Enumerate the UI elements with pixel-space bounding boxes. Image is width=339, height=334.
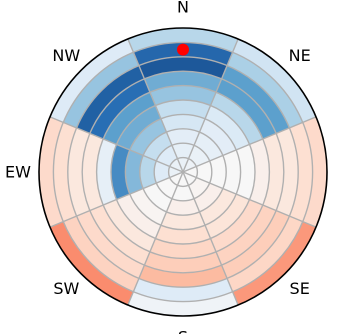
grid-ring [167,156,199,188]
grid-ring [95,84,271,260]
heatmap-cell-se-6 [216,205,277,266]
heatmap-cell-e-9 [302,116,327,228]
angular-grid-spokes [49,38,317,306]
heatmap-cell-e-1 [196,160,212,184]
grid-ring [52,41,314,303]
grid-spoke [49,116,184,173]
heatmap-cell-nw-2 [143,132,172,161]
heatmap-cell-ne-5 [210,92,263,145]
heatmap-cell-n-2 [166,128,200,146]
grid-ring [67,56,299,288]
heatmap-cell-se-5 [210,199,263,252]
grid-spoke [182,171,239,306]
heatmap-cell-n-9 [127,28,239,53]
heatmap-cell-n-3 [160,114,206,133]
grid-ring [81,70,285,274]
heatmap-cell-nw-7 [76,65,145,134]
heatmap-cell-sw-9 [49,221,134,306]
heatmap-cell-w-4 [110,144,130,200]
heatmap-cell-w-9 [39,116,64,228]
heatmap-cell-e-2 [209,155,227,189]
heatmap-cell-w-8 [53,122,77,222]
heatmap-cell-w-2 [139,155,157,189]
heatmap-cell-sw-1 [156,177,178,199]
heatmap-cell-sw-5 [103,199,156,252]
heatmap-cell-se-7 [221,210,290,279]
grid-ring [139,128,227,216]
direction-label-s: S [178,328,188,334]
direction-label-sw: SW [53,279,79,298]
heatmap-cell-s-4 [155,225,211,244]
heatmap-cell-s-3 [160,211,206,230]
direction-label-n: N [177,0,189,17]
heatmap-cell-ne-6 [216,78,277,139]
heatmap-cell-ne-4 [205,105,250,150]
heatmap-cell-n-4 [155,99,211,119]
heatmap-cell-s-9 [127,291,239,316]
heatmap-cell-n-1 [171,143,195,159]
direction-label-nw: NW [52,46,80,65]
heatmap-cell-sw-2 [143,183,172,212]
heatmap-cell-nw-4 [116,105,161,150]
heatmap-cell-nw-1 [156,145,178,167]
heatmap-cell-nw-3 [129,118,167,156]
heatmap-cell-ne-9 [232,38,317,123]
heatmap-cell-n-6 [144,71,222,93]
heatmap-cell-e-6 [262,133,284,211]
heatmap-cell-w-0 [168,166,183,178]
heatmap-cell-w-5 [96,138,117,206]
heatmap-cell-s-2 [166,198,200,216]
heatmap-cell-nw-6 [89,78,150,139]
heatmap-cell-w-6 [82,133,104,211]
heatmap-cell-sw-3 [129,188,167,226]
grid-ring [153,142,213,202]
heatmap-cell-sw-4 [116,194,161,239]
heatmap-cell-ne-3 [199,118,237,156]
heatmap-cell-n-0 [177,157,189,172]
heatmap-cell-se-4 [205,194,250,239]
heatmap-cell-sw-7 [76,210,145,279]
heatmap-cell-e-3 [222,149,241,195]
heatmap-cell-s-6 [144,251,222,273]
grid-ring [124,113,242,231]
heatmap-cell-e-4 [236,144,255,200]
grid-ring [110,99,256,245]
grid-spoke [182,116,317,173]
heatmap-cell-se-2 [194,183,223,212]
heatmap-cell-ne-7 [221,65,290,134]
direction-label-se: SE [290,279,310,298]
heatmap-cell-w-3 [125,149,144,195]
heatmap-cell-e-8 [289,122,313,222]
radial-grid-rings [52,41,314,303]
heatmap-cell-ne-1 [188,145,210,167]
heatmap-cell-nw-5 [103,92,156,145]
heatmap-cell-n-5 [149,85,217,106]
direction-label-ne: NE [289,46,311,65]
red-marker-point [177,43,189,56]
heatmap-cell-s-0 [177,172,189,187]
direction-labels: N NE E SE S SW EW NW [5,0,311,334]
direction-label-ew: EW [5,163,31,182]
heatmap-cell-ne-2 [194,132,223,161]
grid-spoke [182,38,239,173]
heatmap-cell-w-1 [154,160,170,184]
heatmap-cell-s-1 [171,185,195,201]
heatmap-cell-sw-6 [89,205,150,266]
grid-spoke [182,171,317,228]
heatmap-cell-s-5 [149,238,217,259]
heatmap-cell-s-8 [133,278,233,302]
grid-spoke [127,38,184,173]
grid-spoke [127,171,184,306]
heatmap-cell-e-5 [249,138,270,206]
heatmap-cell-e-0 [183,166,198,178]
heatmap-cell-se-1 [188,177,210,199]
heatmap-cell-se-9 [232,221,317,306]
grid-spoke [49,171,184,228]
heatmap-cell-se-3 [199,188,237,226]
polar-frame [38,27,328,317]
heatmap-cell-nw-9 [49,38,134,123]
